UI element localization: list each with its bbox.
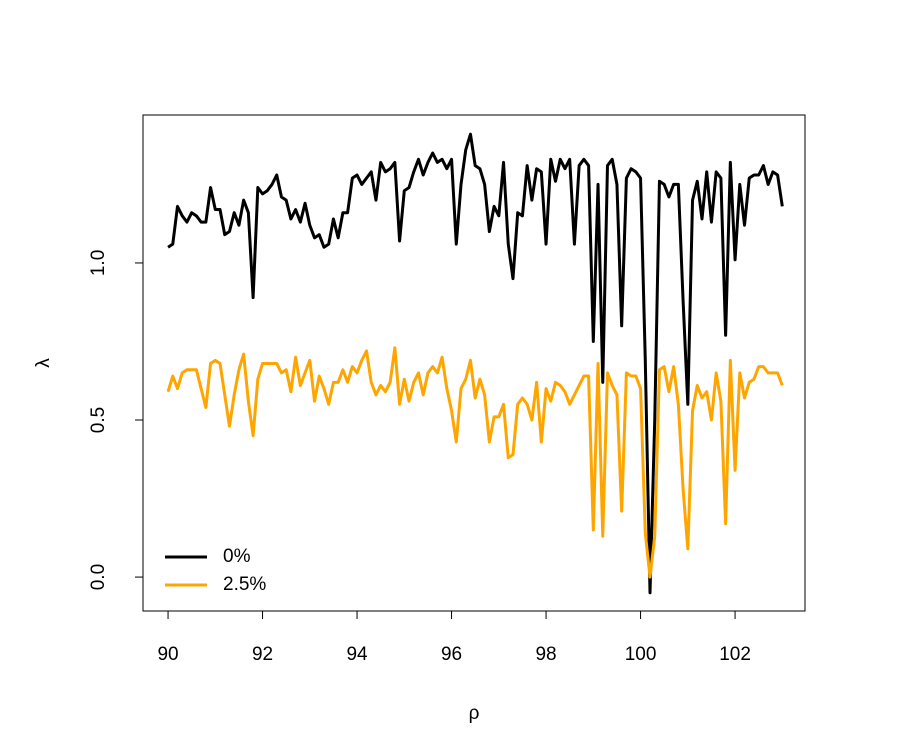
y-tick-label: 0.5 [88, 407, 109, 433]
legend-label: 2.5% [223, 574, 266, 595]
y-axis-label: λ [33, 358, 54, 368]
x-tick-label: 92 [252, 644, 273, 665]
x-tick-label: 96 [441, 644, 462, 665]
x-tick-label: 94 [346, 644, 368, 665]
series-line [167, 132, 784, 595]
x-tick-label: 102 [719, 644, 751, 665]
legend-label: 0% [223, 546, 251, 567]
y-tick-label: 0.0 [88, 564, 109, 590]
x-tick-label: 98 [535, 644, 556, 665]
y-tick-label: 1.0 [88, 250, 109, 276]
x-tick-label: 100 [625, 644, 657, 665]
x-tick-label: 90 [157, 644, 178, 665]
series-line [166, 346, 784, 579]
x-axis-label: ρ [469, 703, 480, 724]
